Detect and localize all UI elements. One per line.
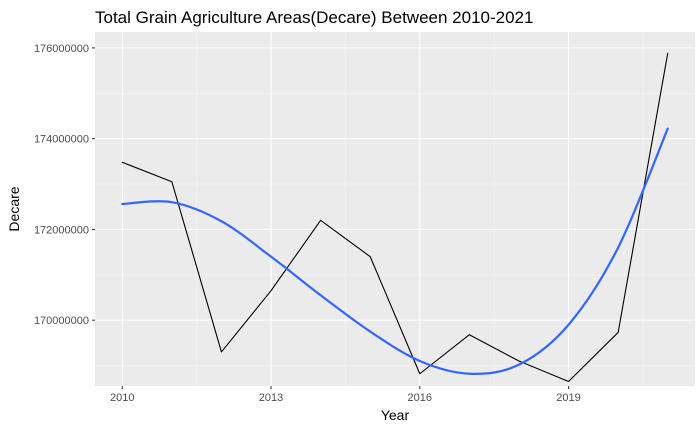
y-tick-label: 174000000	[34, 134, 89, 146]
x-tick-label: 2013	[259, 392, 283, 404]
y-tick-label: 176000000	[34, 43, 89, 55]
y-tick-label: 172000000	[34, 224, 89, 236]
y-tick-label: 170000000	[34, 315, 89, 327]
smooth-trend-line	[121, 127, 669, 375]
x-tick-label: 2019	[556, 392, 580, 404]
x-tick-label: 2016	[408, 392, 432, 404]
x-axis-label: Year	[381, 407, 410, 423]
series-layer	[121, 52, 669, 383]
axis-ticks: 2010 2013 2016 2019 170000000 172000000 174000…	[34, 43, 581, 404]
observed-series-line	[121, 52, 669, 383]
minor-grid	[95, 32, 695, 386]
plot-panel	[95, 32, 695, 386]
y-axis-label: Decare	[6, 186, 22, 231]
x-tick-label: 2010	[110, 392, 134, 404]
major-grid	[95, 32, 695, 386]
chart-title: Total Grain Agriculture Areas(Decare) Be…	[95, 8, 533, 27]
